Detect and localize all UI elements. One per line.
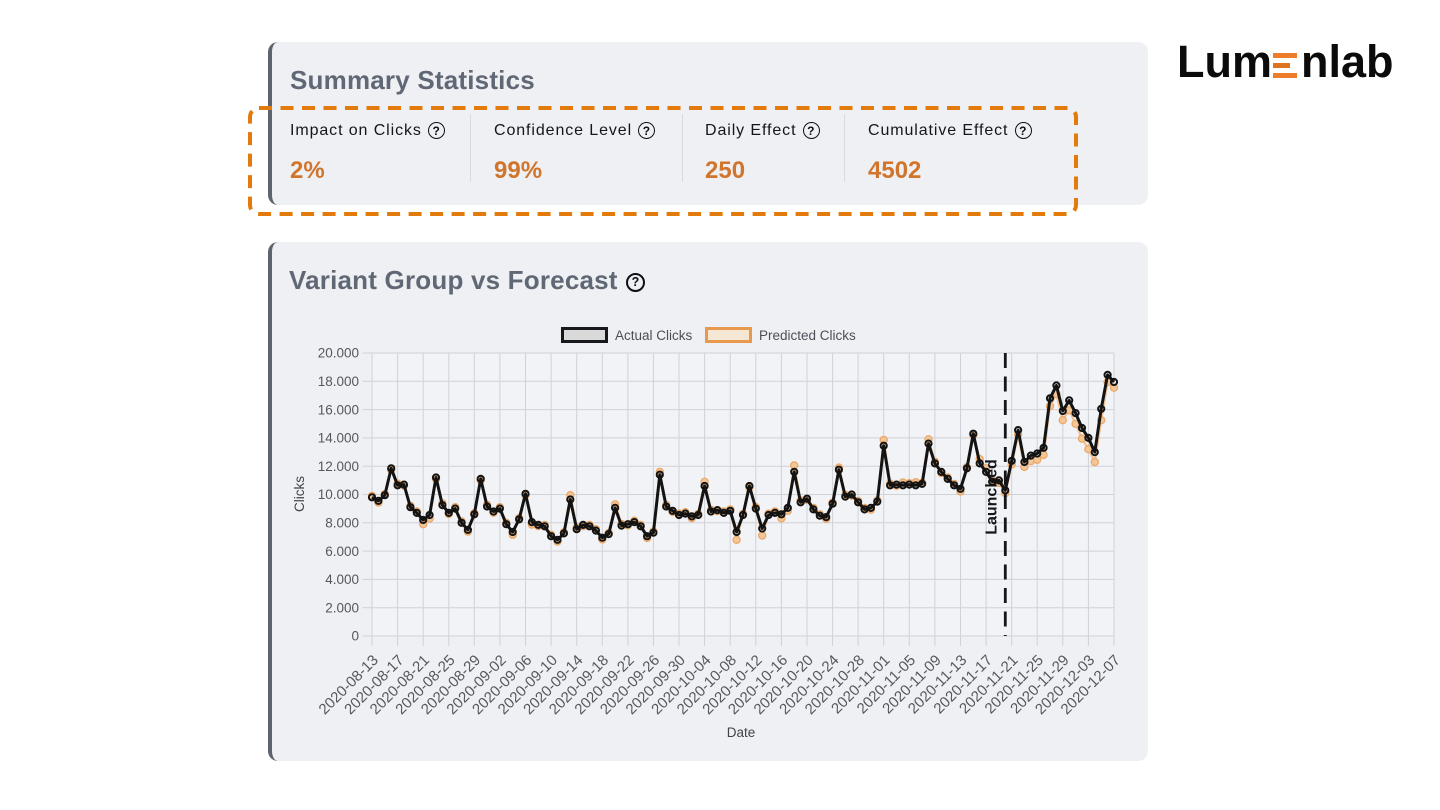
svg-text:0: 0 xyxy=(351,629,359,644)
svg-text:18.000: 18.000 xyxy=(318,374,359,389)
svg-text:4.000: 4.000 xyxy=(325,572,359,587)
svg-text:16.000: 16.000 xyxy=(318,402,359,417)
svg-text:10.000: 10.000 xyxy=(318,487,359,502)
svg-text:12.000: 12.000 xyxy=(318,459,359,474)
svg-text:20.000: 20.000 xyxy=(318,346,359,361)
svg-text:6.000: 6.000 xyxy=(325,544,359,559)
svg-text:14.000: 14.000 xyxy=(318,431,359,446)
svg-text:Clicks: Clicks xyxy=(292,476,307,512)
svg-text:8.000: 8.000 xyxy=(325,516,359,531)
svg-text:2.000: 2.000 xyxy=(325,600,359,615)
svg-text:Date: Date xyxy=(727,725,756,740)
